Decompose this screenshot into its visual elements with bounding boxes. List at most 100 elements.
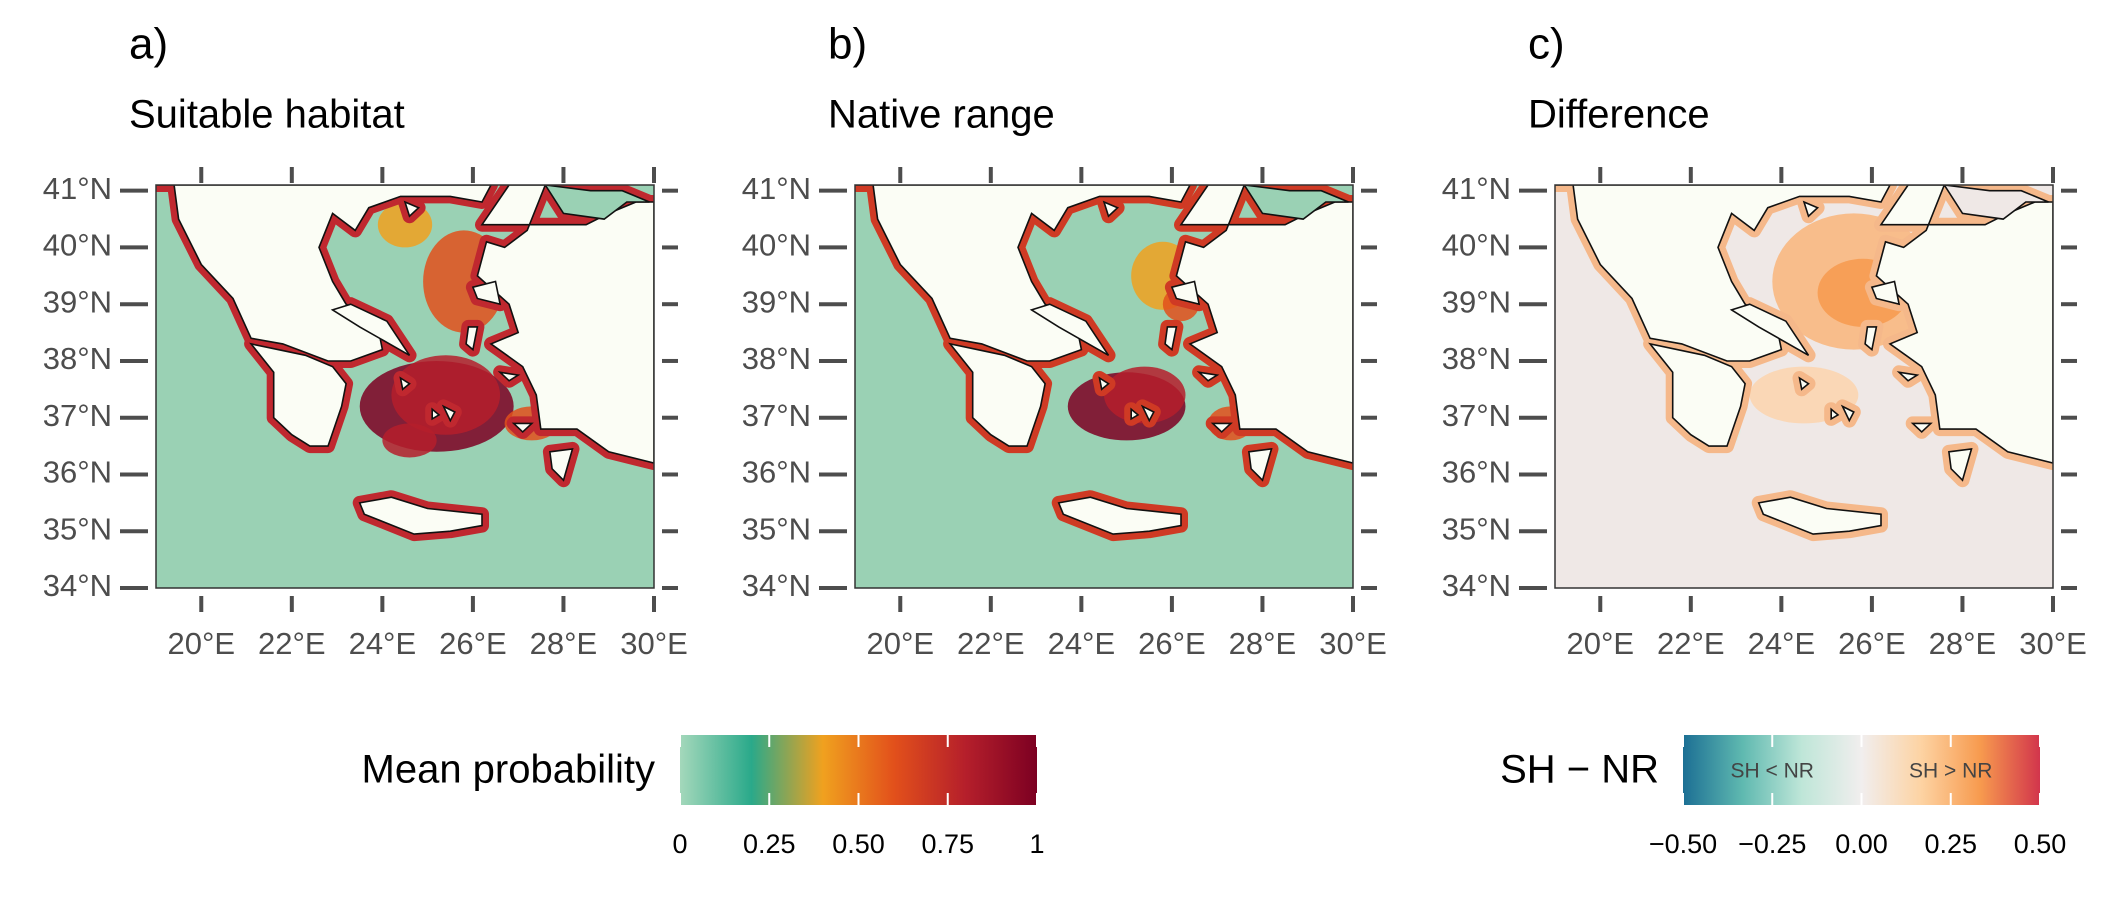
- frame: [854, 184, 1354, 589]
- land: [330, 303, 411, 356]
- land: [471, 280, 502, 306]
- lon-label: 30°E: [620, 626, 688, 661]
- lon-label: 24°E: [1748, 626, 1816, 661]
- lat-label: 34°N: [43, 568, 112, 603]
- lon-label: 30°E: [2019, 626, 2087, 661]
- land: [1196, 371, 1220, 382]
- lon-label: 22°E: [258, 626, 326, 661]
- land: [249, 342, 347, 447]
- panel-title: Suitable habitat: [129, 93, 405, 137]
- colorbar-annotation: SH < NR: [1731, 760, 1814, 783]
- land: [1248, 447, 1273, 482]
- land: [1130, 407, 1140, 421]
- land: [1864, 326, 1878, 352]
- land: [1029, 303, 1110, 356]
- frame: [1554, 184, 2054, 589]
- lat-label: 35°N: [43, 511, 112, 546]
- land: [1102, 200, 1120, 218]
- colorbar-label: −0.50: [1649, 829, 1717, 859]
- land: [403, 200, 421, 218]
- lat-label: 34°N: [742, 568, 811, 603]
- raster-patch: [391, 355, 501, 435]
- map: [156, 185, 654, 588]
- lon-label: 28°E: [530, 626, 598, 661]
- lat-label: 41°N: [1442, 171, 1511, 206]
- lat-label: 39°N: [43, 284, 112, 319]
- lon-label: 24°E: [349, 626, 417, 661]
- raster-patch: [382, 423, 437, 458]
- panel-title: Native range: [828, 93, 1055, 137]
- lat-label: 35°N: [1442, 511, 1511, 546]
- land: [1648, 342, 1746, 447]
- lon-label: 24°E: [1048, 626, 1116, 661]
- land: [1164, 326, 1178, 352]
- land: [1943, 185, 2049, 220]
- land: [1057, 496, 1182, 535]
- land: [1840, 404, 1855, 423]
- lon-label: 26°E: [439, 626, 507, 661]
- lat-label: 37°N: [742, 398, 811, 433]
- lat-label: 40°N: [742, 228, 811, 263]
- lat-label: 40°N: [1442, 228, 1511, 263]
- frame: [155, 184, 655, 589]
- land: [1948, 447, 1973, 482]
- colorbar-label: 0.50: [2014, 829, 2067, 859]
- lat-label: 38°N: [43, 341, 112, 376]
- legend-title: Mean probability: [362, 748, 656, 792]
- colorbar-label: 0: [672, 829, 687, 859]
- lat-label: 41°N: [742, 171, 811, 206]
- land: [1243, 185, 1349, 220]
- lat-label: 36°N: [1442, 455, 1511, 490]
- lat-label: 37°N: [1442, 398, 1511, 433]
- land: [544, 185, 650, 220]
- land: [1757, 496, 1882, 535]
- lon-label: 28°E: [1929, 626, 1997, 661]
- land: [549, 447, 574, 482]
- land: [1098, 376, 1110, 391]
- lat-label: 39°N: [1442, 284, 1511, 319]
- land: [1140, 404, 1155, 423]
- lat-label: 34°N: [1442, 568, 1511, 603]
- colorbar-label: −0.25: [1738, 829, 1806, 859]
- lat-label: 35°N: [742, 511, 811, 546]
- lat-label: 37°N: [43, 398, 112, 433]
- lat-label: 38°N: [742, 341, 811, 376]
- land: [1210, 422, 1233, 433]
- land: [1830, 407, 1840, 421]
- land: [1798, 376, 1810, 391]
- colorbar-label: 1: [1029, 829, 1044, 859]
- land: [948, 342, 1046, 447]
- land: [1870, 280, 1901, 306]
- panel-tag: c): [1528, 20, 1565, 69]
- lat-label: 36°N: [742, 455, 811, 490]
- land: [511, 422, 534, 433]
- map: [855, 185, 1353, 588]
- lon-label: 20°E: [167, 626, 235, 661]
- lat-label: 38°N: [1442, 341, 1511, 376]
- legend-title: SH − NR: [1500, 748, 1659, 792]
- land: [1896, 371, 1920, 382]
- panel-title: Difference: [1528, 93, 1710, 137]
- panel-tag: b): [828, 20, 867, 69]
- colorbar-label: 0.75: [921, 829, 974, 859]
- land: [399, 376, 411, 391]
- lon-label: 20°E: [866, 626, 934, 661]
- land: [465, 326, 479, 352]
- land: [441, 404, 456, 423]
- land: [476, 185, 654, 464]
- lon-label: 28°E: [1229, 626, 1297, 661]
- colorbar-label: 0.00: [1835, 829, 1888, 859]
- land: [497, 371, 521, 382]
- lat-label: 39°N: [742, 284, 811, 319]
- land: [1175, 185, 1353, 464]
- lon-label: 30°E: [1319, 626, 1387, 661]
- panel-tag: a): [129, 20, 168, 69]
- lon-label: 22°E: [957, 626, 1025, 661]
- colorbar-label: 0.50: [832, 829, 885, 859]
- lon-label: 26°E: [1138, 626, 1206, 661]
- colorbar-label: 0.25: [1924, 829, 1977, 859]
- lon-label: 26°E: [1838, 626, 1906, 661]
- lon-label: 22°E: [1657, 626, 1725, 661]
- colorbar-label: 0.25: [743, 829, 796, 859]
